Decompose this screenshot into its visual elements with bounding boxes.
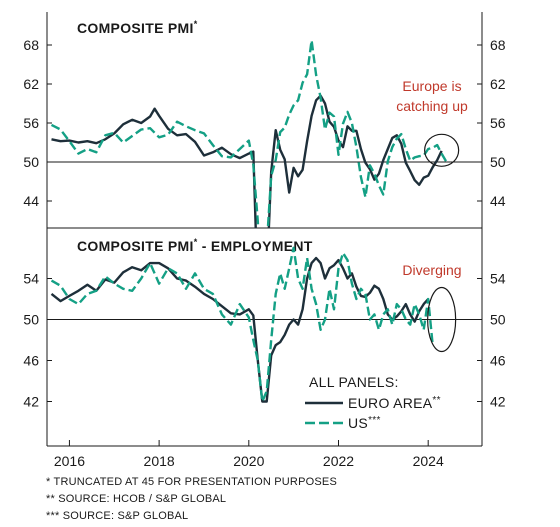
panel-title-suffix: - EMPLOYMENT <box>198 238 313 254</box>
footnote-2: ** SOURCE: HCOB / S&P GLOBAL <box>46 493 227 505</box>
legend-label-marker: ** <box>432 395 440 406</box>
y-tick-label-right: 62 <box>490 76 506 92</box>
y-tick-label-right: 68 <box>490 37 506 53</box>
y-tick-label-right: 44 <box>490 193 506 209</box>
y-tick-label-right: 46 <box>490 353 506 369</box>
y-tick-label-left: 46 <box>23 353 39 369</box>
x-tick-label: 2022 <box>323 453 354 469</box>
series-line-us <box>50 39 448 228</box>
y-tick-label-left: 44 <box>23 193 39 209</box>
y-tick-label-left: 62 <box>23 76 39 92</box>
series-line-euro-area <box>50 256 430 403</box>
annotation-circle <box>427 286 457 353</box>
y-tick-label-right: 56 <box>490 115 506 131</box>
annotation-circle <box>424 133 460 167</box>
x-tick-label: 2018 <box>144 453 175 469</box>
y-tick-label-left: 50 <box>23 154 39 170</box>
footnote-3: *** SOURCE: S&P GLOBAL <box>46 510 189 522</box>
annotation-line: Europe is <box>402 78 461 94</box>
x-tick-label: 2024 <box>413 453 444 469</box>
legend-label-marker: *** <box>368 415 381 426</box>
legend-label-us: US*** <box>348 415 381 431</box>
annotation-text: Europe is catching up <box>396 78 468 114</box>
legend: ALL PANELS: EURO AREA** US*** <box>305 374 441 431</box>
y-tick-label-left: 42 <box>23 394 39 410</box>
panel-1: 44 44 50 50 56 56 62 62 68 68 COMPOSITE PMI* Europe… <box>23 19 506 228</box>
x-tick-label: 2020 <box>233 453 264 469</box>
panel-title-marker: * <box>194 237 198 247</box>
y-tick-label-left: 54 <box>23 271 39 287</box>
series-line-euro-area <box>51 94 443 228</box>
x-tick-label: 2016 <box>54 453 85 469</box>
series-line-us <box>50 246 434 403</box>
footnote-1: * TRUNCATED AT 45 FOR PRESENTATION PURPO… <box>46 476 337 488</box>
panel-title-text: COMPOSITE PMI <box>77 20 194 36</box>
legend-label-text: US <box>348 415 368 431</box>
footnotes: * TRUNCATED AT 45 FOR PRESENTATION PURPO… <box>46 474 337 525</box>
panel-title-text: COMPOSITE PMI <box>77 238 194 254</box>
panel-title-marker: * <box>194 19 198 29</box>
y-tick-label-left: 56 <box>23 115 39 131</box>
panel-title: COMPOSITE PMI* <box>77 19 198 36</box>
legend-label-euro-area: EURO AREA** <box>348 395 441 411</box>
panel-title: COMPOSITE PMI* - EMPLOYMENT <box>77 237 313 254</box>
legend-title: ALL PANELS: <box>309 374 399 390</box>
annotation-line: Diverging <box>402 262 461 278</box>
panel-2: 42 42 46 46 50 50 54 54 COMPOSITE PMI* - EMPLOYM… <box>23 237 505 410</box>
y-tick-label-left: 50 <box>23 312 39 328</box>
annotation-line: catching up <box>396 98 468 114</box>
y-tick-label-right: 50 <box>490 154 506 170</box>
y-tick-label-left: 68 <box>23 37 39 53</box>
legend-label-text: EURO AREA <box>348 395 433 411</box>
annotation-text: Diverging <box>402 262 461 278</box>
y-tick-label-right: 54 <box>490 271 506 287</box>
y-tick-label-right: 50 <box>490 312 506 328</box>
y-tick-label-right: 42 <box>490 394 506 410</box>
